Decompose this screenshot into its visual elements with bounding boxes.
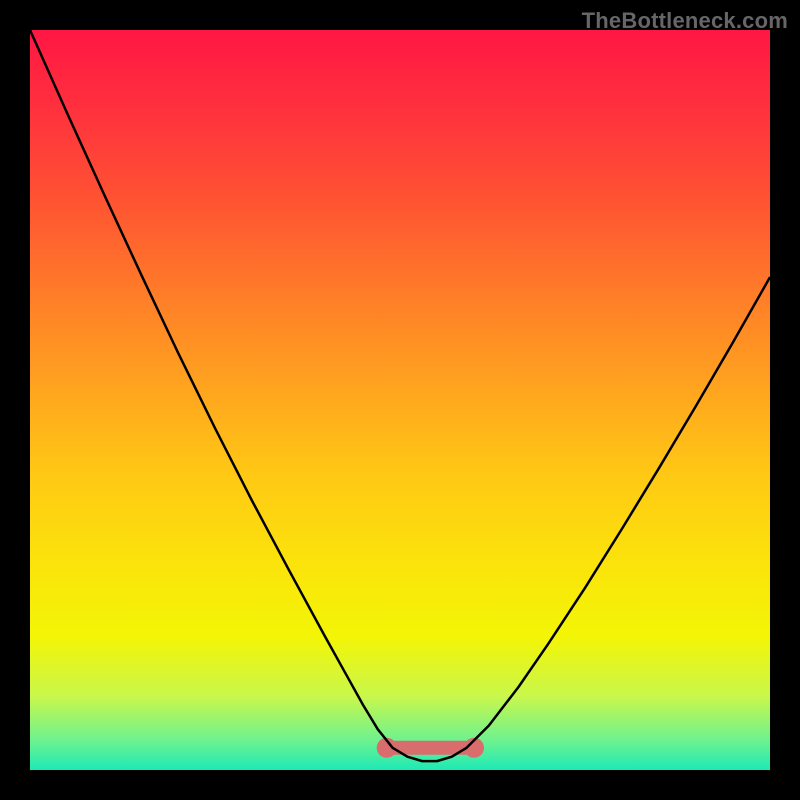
chart-svg — [0, 0, 800, 800]
watermark-label: TheBottleneck.com — [582, 8, 788, 34]
chart-container: TheBottleneck.com — [0, 0, 800, 800]
plot-background — [30, 30, 770, 770]
